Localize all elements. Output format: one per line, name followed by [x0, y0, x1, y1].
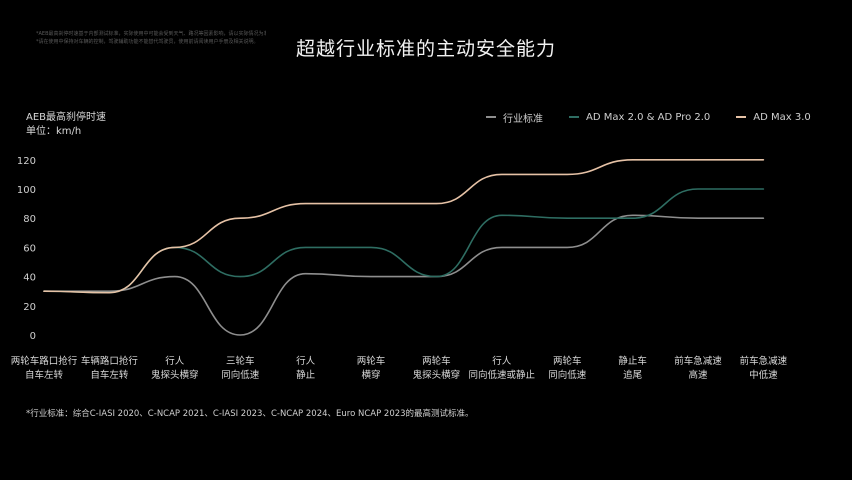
y-tick-label: 20 [23, 302, 36, 313]
x-tick-label: 同向低速 [548, 369, 587, 381]
y-axis-title: AEB最高刹停时速 [26, 112, 107, 123]
disclaimer-line: *请在使用中保持对车辆的控制，驾驶辅助功能不能替代驾驶员，使用前请阅读用户手册及… [36, 39, 259, 45]
x-tick-label: 行人 [296, 355, 316, 367]
y-tick-label: 0 [30, 331, 36, 342]
y-tick-label: 80 [23, 214, 36, 225]
y-tick-label: 40 [23, 273, 36, 284]
legend-label: 行业标准 [503, 113, 543, 125]
x-tick-label: 前车急减速 [674, 355, 722, 367]
y-tick-label: 100 [17, 185, 36, 196]
legend-item-ad-max-3: AD Max 3.0 [736, 111, 811, 123]
x-tick-label: 两轮车 [422, 355, 451, 367]
y-axis-unit: 单位：km/h [26, 126, 82, 137]
x-tick-label: 自车左转 [25, 369, 64, 381]
x-tick-label: 鬼探头横穿 [151, 369, 199, 381]
legend-swatch [736, 116, 747, 118]
x-tick-label: 行人 [492, 355, 512, 367]
x-tick-label: 车辆路口抢行 [81, 355, 139, 367]
x-tick-label: 前车急减速 [740, 355, 788, 367]
series-line-ad-max-3 [43, 158, 765, 294]
x-tick-label: 两轮车路口抢行 [11, 355, 78, 367]
chart-legend: 行业标准 AD Max 2.0 & AD Pro 2.0 AD Max 3.0 [486, 110, 811, 125]
x-tick-label: 三轮车 [226, 355, 255, 367]
x-tick-label: 同向低速 [221, 369, 260, 381]
x-tick-label: 鬼探头横穿 [413, 369, 461, 381]
x-tick-label: 同向低速或静止 [469, 369, 536, 381]
disclaimer-line: *AEB最高刹停时速基于内部测试标准，实际使用中可能会受到天气、路况等因素影响，… [36, 31, 266, 37]
legend-label: AD Max 2.0 & AD Pro 2.0 [586, 111, 711, 123]
y-axis-label: AEB最高刹停时速 单位：km/h [26, 111, 106, 139]
x-tick-label: 两轮车 [357, 355, 386, 367]
legend-item-industry-standard: 行业标准 [486, 110, 543, 125]
x-tick-label: 中低速 [749, 369, 778, 381]
y-tick-label: 120 [17, 156, 36, 167]
x-tick-label: 静止 [296, 369, 316, 381]
legend-label: AD Max 3.0 [753, 111, 811, 123]
x-tick-label: 自车左转 [90, 369, 129, 381]
series-line-industry-standard [43, 214, 765, 336]
y-tick-label: 60 [23, 243, 36, 254]
x-tick-label: 追尾 [623, 369, 642, 381]
x-tick-label: 静止车 [618, 355, 647, 367]
legend-swatch [569, 116, 579, 118]
footnote: *行业标准：综合C-IASI 2020、C-NCAP 2021、C-IASI 2… [26, 409, 474, 419]
disclaimer-text: *AEB最高刹停时速基于内部测试标准，实际使用中可能会受到天气、路况等因素影响，… [36, 30, 266, 46]
x-tick-label: 行人 [165, 355, 185, 367]
x-tick-label: 高速 [688, 369, 708, 381]
legend-swatch [486, 116, 496, 118]
page-title: 超越行业标准的主动安全能力 [295, 38, 556, 60]
x-tick-label: 横穿 [361, 369, 380, 381]
x-tick-label: 两轮车 [553, 355, 582, 367]
legend-item-ad-max-2: AD Max 2.0 & AD Pro 2.0 [569, 112, 710, 123]
